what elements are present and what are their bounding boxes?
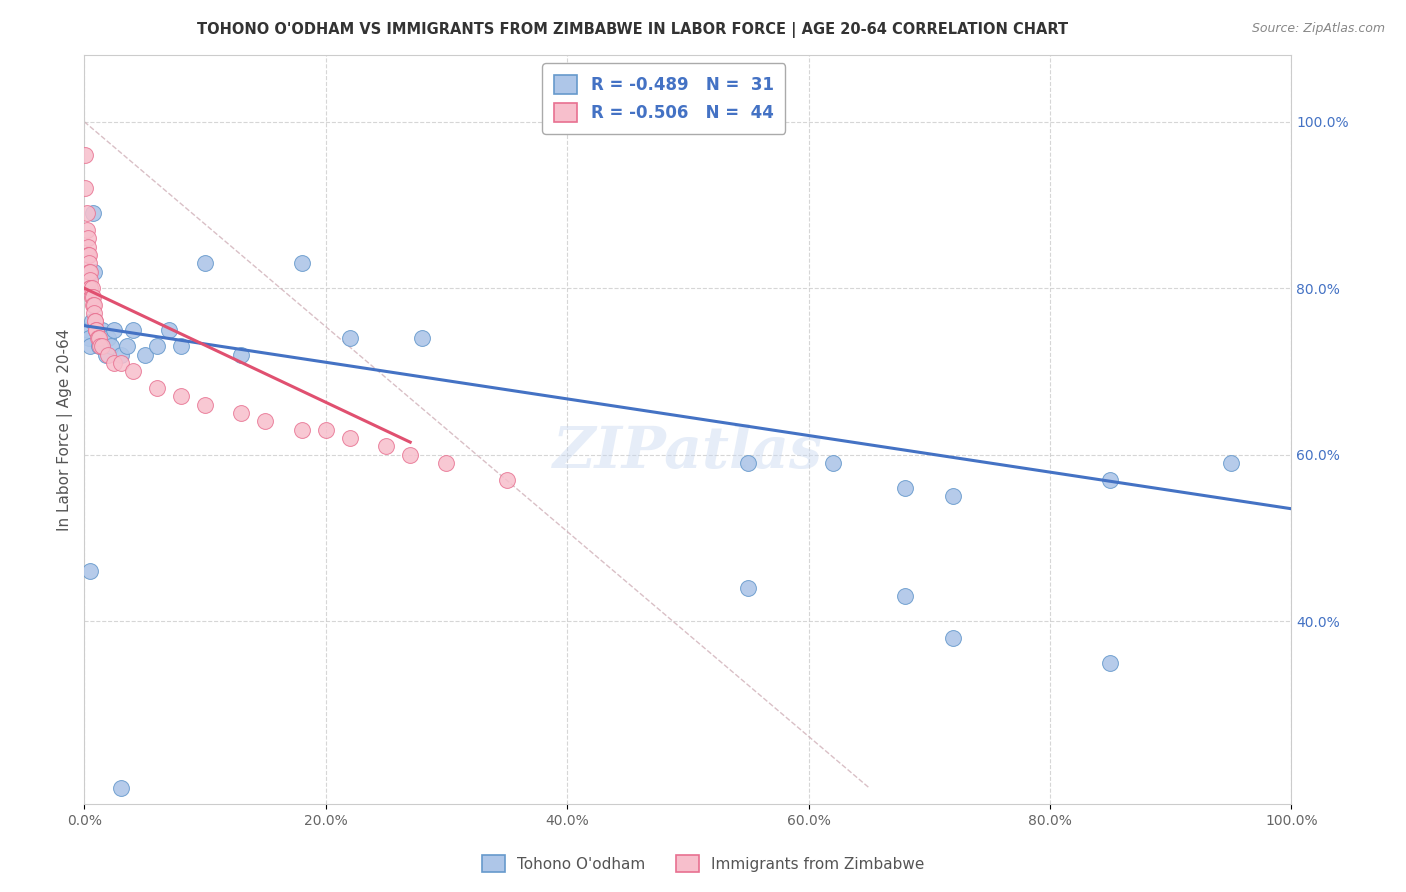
Point: [80, 314, 103, 328]
Point: [83, 264, 105, 278]
Point: [737, 581, 759, 595]
Point: [79, 281, 101, 295]
Point: [87, 331, 110, 345]
Legend: R = -0.489   N =  31, R = -0.506   N =  44: R = -0.489 N = 31, R = -0.506 N = 44: [543, 63, 785, 134]
Point: [110, 780, 132, 795]
Y-axis label: In Labor Force | Age 20-64: In Labor Force | Age 20-64: [58, 328, 73, 531]
Point: [103, 323, 125, 337]
Point: [894, 481, 917, 495]
Point: [942, 489, 965, 503]
Point: [290, 423, 312, 437]
Point: [83, 306, 105, 320]
Point: [77, 264, 100, 278]
Point: [121, 364, 143, 378]
Point: [170, 339, 193, 353]
Point: [77, 239, 100, 253]
Point: [77, 248, 100, 262]
Point: [87, 339, 110, 353]
Point: [97, 348, 120, 362]
Point: [339, 331, 361, 345]
Point: [157, 323, 180, 337]
Point: [82, 289, 104, 303]
Point: [94, 348, 117, 362]
Point: [76, 206, 98, 220]
Point: [80, 281, 103, 295]
Point: [121, 323, 143, 337]
Point: [100, 339, 122, 353]
Point: [75, 148, 97, 162]
Point: [315, 423, 337, 437]
Point: [80, 289, 103, 303]
Point: [821, 456, 844, 470]
Point: [91, 339, 114, 353]
Point: [86, 331, 108, 345]
Point: [194, 398, 217, 412]
Point: [1099, 473, 1122, 487]
Point: [79, 339, 101, 353]
Point: [1099, 656, 1122, 670]
Point: [77, 323, 100, 337]
Point: [84, 314, 107, 328]
Point: [79, 564, 101, 578]
Point: [375, 439, 398, 453]
Point: [79, 273, 101, 287]
Point: [894, 589, 917, 603]
Point: [434, 456, 457, 470]
Point: [170, 389, 193, 403]
Point: [82, 206, 104, 220]
Point: [110, 356, 132, 370]
Point: [103, 356, 125, 370]
Point: [75, 181, 97, 195]
Point: [91, 339, 114, 353]
Point: [110, 348, 132, 362]
Text: ZIPatlas: ZIPatlas: [553, 424, 823, 481]
Point: [86, 323, 108, 337]
Point: [79, 281, 101, 295]
Point: [76, 223, 98, 237]
Point: [83, 298, 105, 312]
Point: [84, 314, 107, 328]
Point: [231, 348, 253, 362]
Point: [495, 473, 517, 487]
Legend: Tohono O'odham, Immigrants from Zimbabwe: Tohono O'odham, Immigrants from Zimbabwe: [474, 847, 932, 880]
Point: [339, 431, 361, 445]
Point: [134, 348, 156, 362]
Point: [194, 256, 217, 270]
Point: [254, 414, 277, 428]
Point: [77, 331, 100, 345]
Point: [145, 339, 167, 353]
Point: [77, 256, 100, 270]
Point: [1220, 456, 1243, 470]
Point: [942, 631, 965, 645]
Point: [91, 323, 114, 337]
Point: [145, 381, 167, 395]
Point: [399, 448, 422, 462]
Point: [77, 248, 100, 262]
Point: [77, 231, 100, 245]
Point: [97, 331, 120, 345]
Point: [82, 298, 104, 312]
Point: [231, 406, 253, 420]
Point: [79, 264, 101, 278]
Point: [89, 339, 111, 353]
Text: TOHONO O'ODHAM VS IMMIGRANTS FROM ZIMBABWE IN LABOR FORCE | AGE 20-64 CORRELATIO: TOHONO O'ODHAM VS IMMIGRANTS FROM ZIMBAB…: [197, 22, 1069, 38]
Point: [290, 256, 312, 270]
Point: [86, 323, 108, 337]
Text: Source: ZipAtlas.com: Source: ZipAtlas.com: [1251, 22, 1385, 36]
Point: [411, 331, 433, 345]
Point: [86, 323, 108, 337]
Point: [737, 456, 759, 470]
Point: [115, 339, 138, 353]
